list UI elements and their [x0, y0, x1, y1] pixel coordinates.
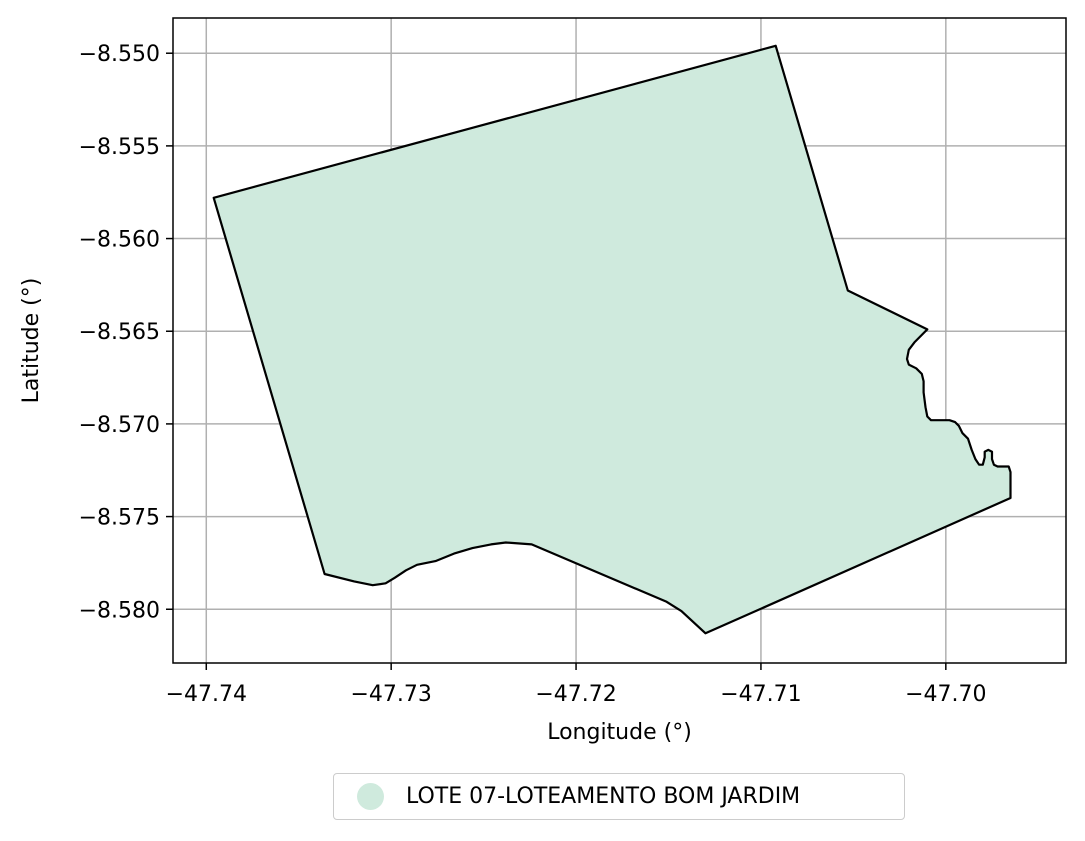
y-tick-label: −8.550 [79, 42, 160, 67]
legend-label: LOTE 07-LOTEAMENTO BOM JARDIM [406, 784, 801, 809]
x-tick-label: −47.71 [720, 682, 801, 707]
polygon-layer [212, 44, 1012, 635]
legend-marker [357, 783, 384, 810]
y-tick-label: −8.560 [79, 228, 160, 253]
x-tick-label: −47.73 [350, 682, 431, 707]
x-axis-label: Longitude (°) [547, 720, 692, 745]
x-tick-label: −47.74 [166, 682, 247, 707]
axes-frame [172, 17, 1067, 664]
y-tick-label: −8.570 [79, 413, 160, 438]
legend: LOTE 07-LOTEAMENTO BOM JARDIM [333, 773, 905, 820]
x-tick-label: −47.70 [905, 682, 986, 707]
y-tick-label: −8.580 [79, 598, 160, 623]
y-axis-label: Latitude (°) [19, 278, 44, 404]
x-tick-label: −47.72 [535, 682, 616, 707]
y-ticks: −8.550 −8.555 −8.560 −8.565 −8.570 −8.575 −8.5… [79, 42, 173, 623]
y-tick-label: −8.565 [79, 320, 160, 345]
lot-polygon [212, 44, 1012, 635]
x-ticks: −47.74 −47.73 −47.72 −47.71 −47.70 [166, 663, 987, 707]
y-tick-label: −8.575 [79, 506, 160, 531]
y-tick-label: −8.555 [79, 135, 160, 160]
